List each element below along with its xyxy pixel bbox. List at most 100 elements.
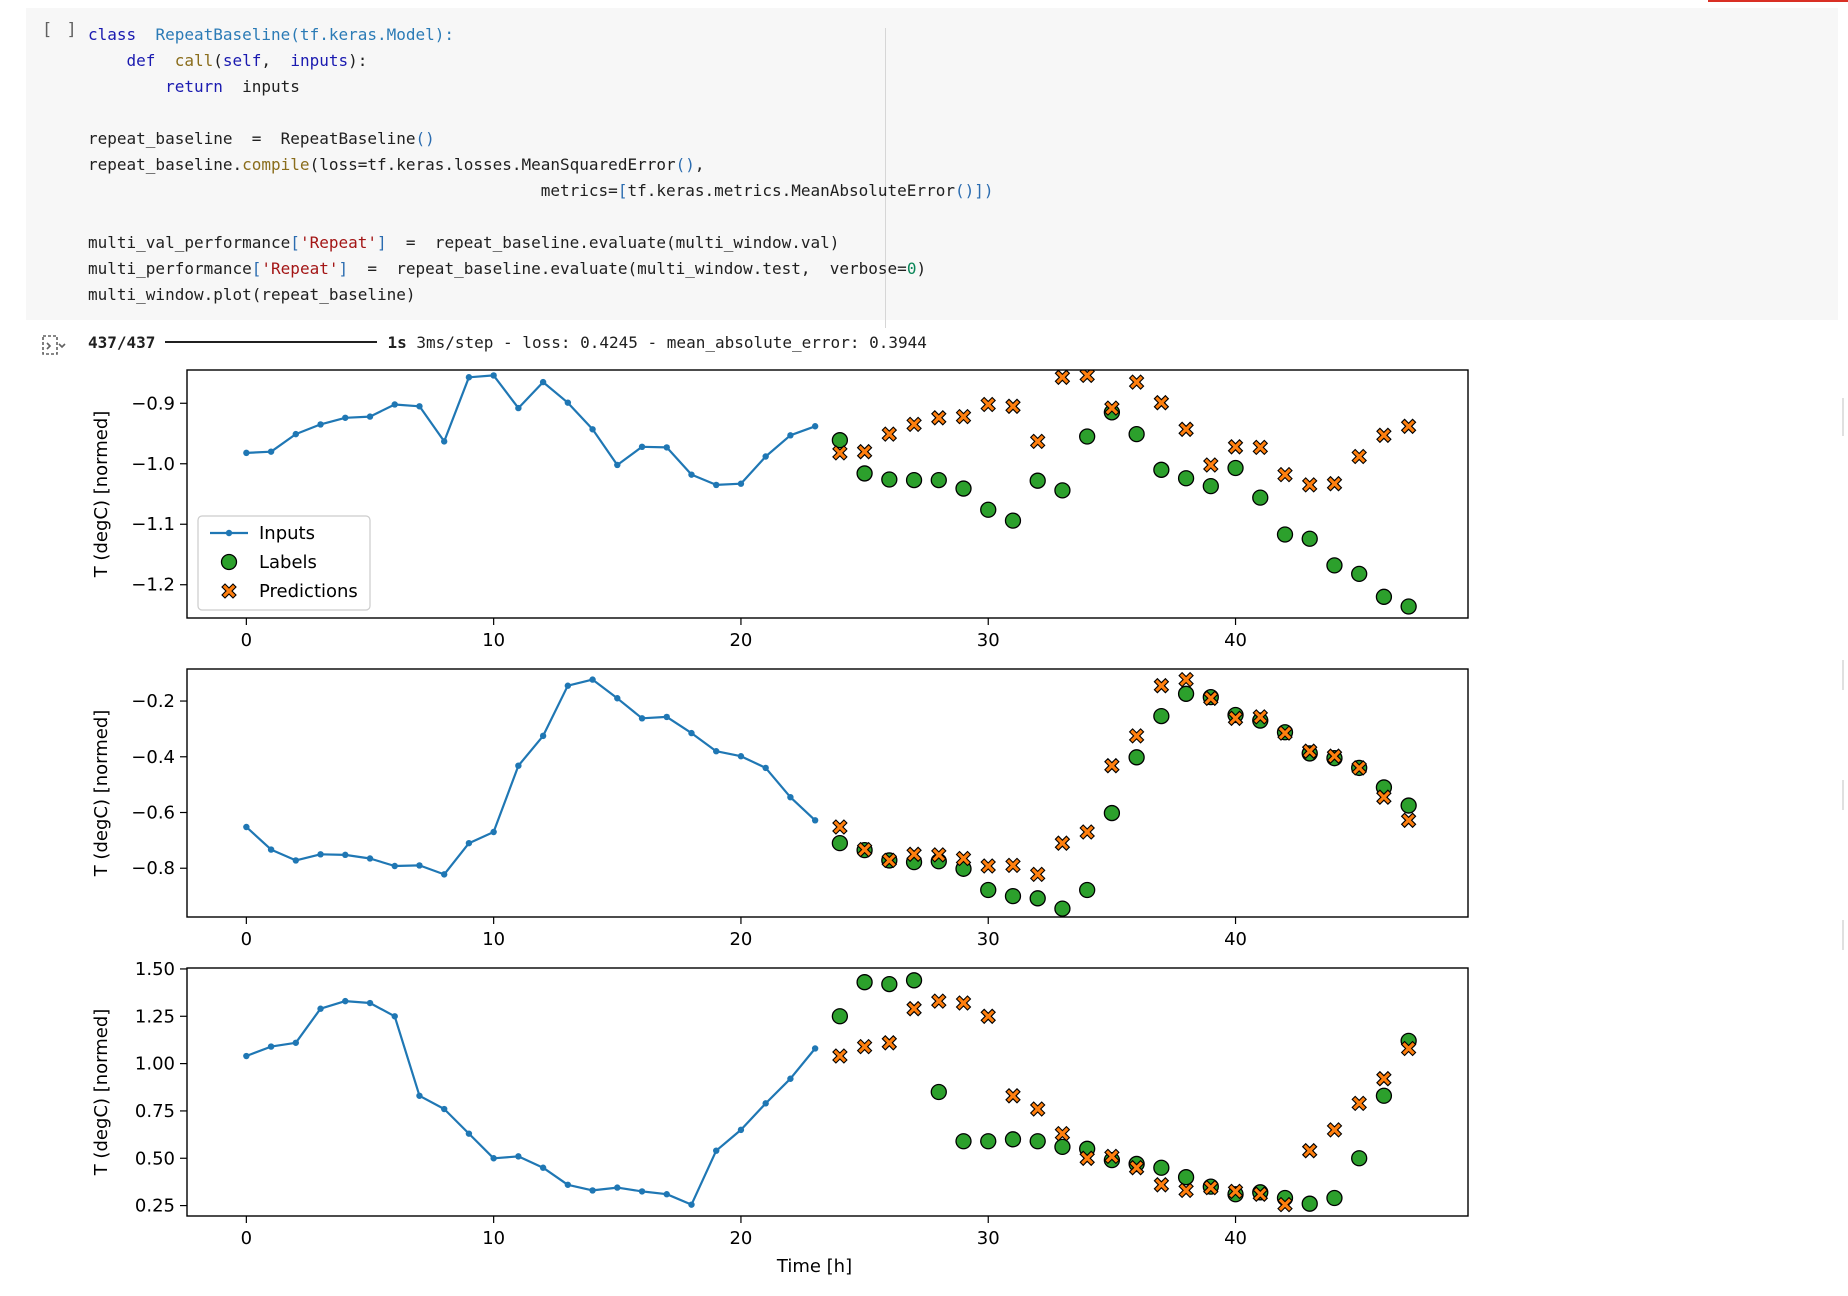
code-token: ( <box>213 51 223 70</box>
y-tick-label: −0.6 <box>131 803 175 824</box>
label-point <box>955 1133 972 1150</box>
label-point <box>980 1133 997 1150</box>
plot-area <box>243 972 1417 1213</box>
prediction-point <box>1376 789 1392 805</box>
prediction-point <box>1153 394 1170 411</box>
inputs-point <box>638 443 646 451</box>
run-cell-button[interactable]: [ ] <box>42 20 79 40</box>
x-tick-label: 10 <box>482 630 505 651</box>
prediction-point <box>1104 400 1120 416</box>
prediction-marker <box>881 852 898 869</box>
prediction-marker <box>1203 457 1219 473</box>
prediction-marker <box>1079 1150 1095 1167</box>
code-editor[interactable]: class RepeatBaseline(tf.keras.Model): de… <box>88 22 994 308</box>
prediction-point <box>1054 1125 1071 1142</box>
label-point <box>1054 900 1071 917</box>
code-token: = repeat_baseline.evaluate(multi_window.… <box>386 233 840 252</box>
inputs-point <box>564 399 572 406</box>
prediction-marker <box>856 443 873 460</box>
code-token <box>136 25 155 44</box>
code-token: 0 <box>906 259 917 278</box>
code-token <box>88 77 165 96</box>
subplot-1: 0 10 20 30 40 −1.2 −1.1 −1.0 −0.9 T (degC) [norme… <box>91 369 1469 651</box>
code-token: (tf.keras.Model): <box>290 25 455 44</box>
prediction-point <box>1178 421 1194 438</box>
inputs-point <box>737 753 745 760</box>
inputs-point <box>539 732 547 740</box>
code-line: return inputs <box>88 74 994 100</box>
code-token: ): <box>348 51 368 70</box>
inputs-point <box>787 793 794 801</box>
code-token: () <box>675 155 695 174</box>
prediction-marker <box>1301 1142 1318 1159</box>
prediction-point <box>1400 812 1417 829</box>
axes-frame <box>186 967 1469 1217</box>
prediction-marker <box>856 841 873 858</box>
code-token: , <box>694 155 705 174</box>
y-tick-label: 1.00 <box>135 1054 175 1075</box>
prediction-point <box>955 850 972 867</box>
line-length-ruler <box>885 28 886 328</box>
prediction-marker <box>1277 1196 1293 1213</box>
prediction-point <box>1376 427 1392 444</box>
prediction-point <box>1079 824 1095 840</box>
inputs-point <box>366 855 374 862</box>
y-axis-label: T (degC) [normed] <box>91 411 112 579</box>
y-tick-label: 1.50 <box>135 959 175 980</box>
inputs-point <box>267 448 275 455</box>
prediction-marker <box>1400 812 1417 829</box>
prediction-point <box>1079 1150 1095 1167</box>
label-point <box>831 835 849 852</box>
prediction-point <box>881 426 898 442</box>
prediction-marker <box>1400 418 1417 435</box>
prediction-marker <box>856 1038 873 1055</box>
code-token: [ <box>251 259 262 278</box>
code-token: metrics= <box>88 181 618 200</box>
code-token: return <box>165 77 223 96</box>
prediction-marker <box>1054 835 1071 851</box>
prediction-marker <box>1079 824 1095 840</box>
prediction-marker <box>1252 439 1269 456</box>
label-point <box>1153 707 1170 725</box>
inputs-point <box>638 715 646 722</box>
legend-entry-label: Predictions <box>259 581 358 602</box>
inputs-point <box>292 430 300 438</box>
code-line: metrics=[tf.keras.metrics.MeanAbsoluteEr… <box>88 178 994 204</box>
prediction-point <box>980 858 996 874</box>
code-token: [ <box>617 181 628 200</box>
scroll-marker <box>1842 398 1844 436</box>
inputs-point <box>515 762 522 769</box>
prediction-point <box>1351 448 1367 465</box>
label-point <box>955 480 972 497</box>
prediction-marker <box>1178 1182 1194 1199</box>
code-token: ] <box>338 259 349 278</box>
x-tick-label: 10 <box>482 1228 505 1249</box>
y-tick-label: −1.1 <box>131 514 175 535</box>
code-line: multi_performance['Repeat'] = repeat_bas… <box>88 256 994 282</box>
label-point <box>1326 1189 1343 1207</box>
inputs-point <box>342 414 349 421</box>
prediction-marker <box>955 408 972 425</box>
prediction-marker <box>931 847 947 863</box>
label-point <box>1054 1138 1071 1156</box>
prediction-marker <box>1351 448 1367 465</box>
prediction-marker <box>832 819 848 835</box>
legend-entry-label: Labels <box>259 552 317 573</box>
code-token: 'Repeat' <box>299 233 377 252</box>
prediction-marker <box>1326 748 1343 764</box>
x-axis-label: Time [h] <box>776 1256 852 1277</box>
subplot-3: 0 10 20 30 40 0.25 0.50 0.75 1.00 1.25 1.50 T (degC… <box>91 959 1469 1277</box>
inputs-point <box>589 426 596 433</box>
label-point <box>1301 530 1318 547</box>
code-cell[interactable] <box>26 8 1838 328</box>
label-point <box>856 465 873 482</box>
inputs-point <box>243 449 250 457</box>
output-toggle-icon[interactable] <box>40 332 66 358</box>
prediction-point <box>1005 1088 1021 1104</box>
prediction-point <box>931 847 947 863</box>
inputs-point <box>317 421 324 428</box>
legend-predictions-marker <box>221 583 237 599</box>
inputs-point <box>267 1043 275 1050</box>
prediction-marker <box>931 993 947 1009</box>
prediction-point <box>1005 857 1021 874</box>
